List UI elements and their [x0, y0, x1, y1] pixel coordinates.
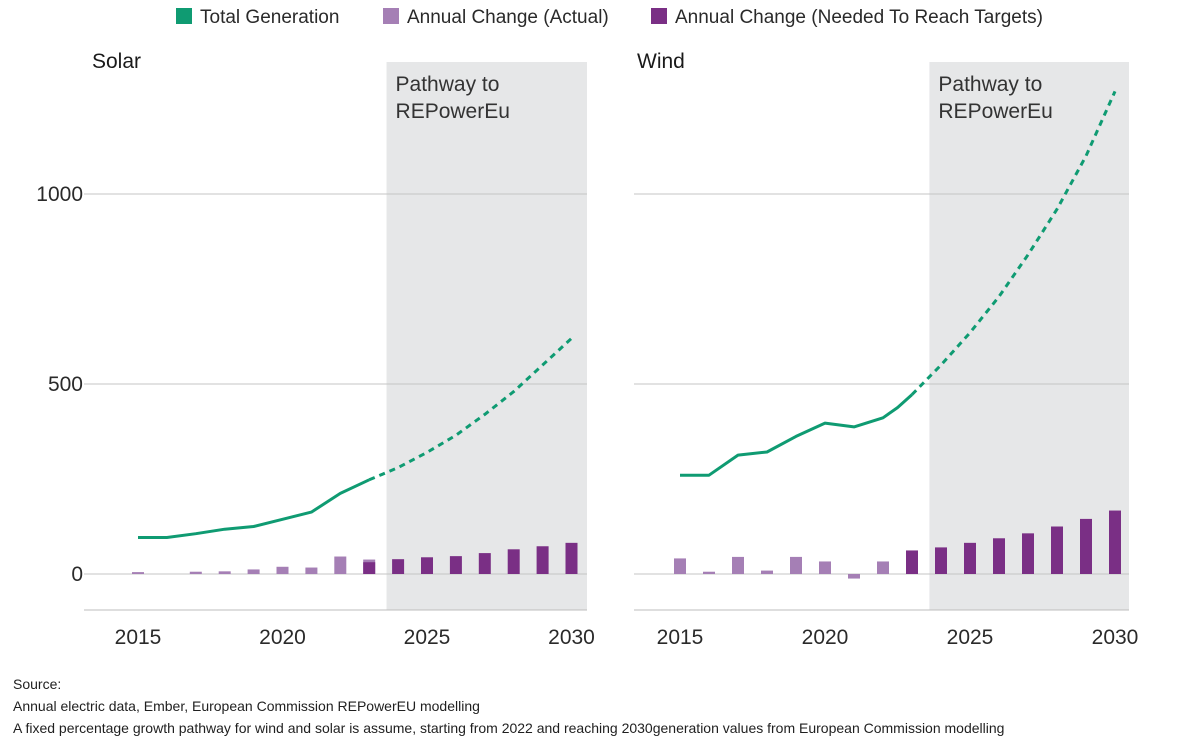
bar	[761, 570, 773, 574]
y-axis: 0 500 1000	[36, 183, 83, 586]
bar	[507, 549, 520, 574]
bar	[536, 546, 549, 574]
x-tick-label: 2025	[947, 626, 994, 649]
bar	[276, 566, 289, 574]
pathway-region	[386, 62, 587, 610]
bar	[848, 574, 860, 579]
source-heading: Source:	[13, 676, 61, 692]
bar	[247, 569, 260, 574]
bar	[132, 572, 144, 574]
legend-swatch	[383, 8, 399, 24]
bar	[1022, 533, 1034, 574]
source-note: Source: Annual electric data, Ember, Eur…	[13, 676, 1004, 736]
pathway-label-line-2: REPowerEu	[938, 100, 1052, 123]
x-tick-label: 2020	[259, 626, 306, 649]
bar	[906, 550, 918, 574]
total-generation-line-actual	[138, 478, 370, 539]
pathway-label-line-1: Pathway to	[938, 73, 1042, 96]
x-tick-label: 2030	[548, 626, 595, 649]
bar	[703, 571, 715, 574]
pathway-region	[929, 62, 1129, 610]
total-generation-line-projected	[910, 90, 1117, 396]
solar-panel: Pathway to REPowerEu Solar 2015 2020 2025 2030	[84, 50, 595, 649]
bar	[935, 547, 947, 574]
x-tick-label: 2025	[404, 626, 451, 649]
x-tick-label: 2015	[657, 626, 704, 649]
total-generation-line-actual	[680, 393, 914, 477]
bar	[674, 558, 686, 574]
y-tick-label: 500	[48, 373, 83, 396]
bar	[819, 561, 831, 574]
bar	[449, 556, 462, 574]
total-generation-line-projected	[368, 337, 573, 482]
legend: Total Generation Annual Change (Actual) An…	[176, 7, 1043, 28]
x-tick-label: 2030	[1092, 626, 1139, 649]
bar	[478, 553, 491, 574]
bar	[363, 562, 376, 574]
legend-swatch	[651, 8, 667, 24]
legend-label: Annual Change (Actual)	[407, 7, 609, 28]
x-tick-label: 2015	[115, 626, 162, 649]
bar	[732, 556, 744, 574]
bar	[993, 538, 1005, 574]
x-tick-label: 2020	[802, 626, 849, 649]
source-line-2: A fixed percentage growth pathway for wi…	[13, 720, 1004, 736]
y-tick-label: 1000	[36, 183, 83, 206]
bar	[565, 542, 578, 574]
pathway-label-line-2: REPowerEu	[396, 100, 510, 123]
source-line-1: Annual electric data, Ember, European Co…	[13, 698, 480, 714]
legend-label: Annual Change (Needed To Reach Targets)	[675, 7, 1043, 28]
legend-swatch	[176, 8, 192, 24]
bar	[421, 557, 433, 574]
wind-panel: Pathway to REPowerEu Wind 2015 2020 2025 2030	[634, 50, 1138, 649]
bar	[305, 567, 318, 574]
panel-title: Wind	[637, 50, 685, 73]
bar	[1109, 510, 1121, 574]
panel-title: Solar	[92, 50, 141, 73]
bar	[790, 556, 802, 574]
bar	[334, 556, 347, 574]
bar	[1080, 518, 1092, 574]
bar	[877, 561, 889, 574]
bar	[189, 571, 202, 574]
bar	[1051, 526, 1063, 574]
bar	[218, 571, 231, 574]
y-tick-label: 0	[71, 563, 83, 586]
legend-label: Total Generation	[200, 7, 339, 28]
pathway-label-line-1: Pathway to	[396, 73, 500, 96]
bar	[392, 559, 405, 574]
bar	[964, 542, 976, 574]
